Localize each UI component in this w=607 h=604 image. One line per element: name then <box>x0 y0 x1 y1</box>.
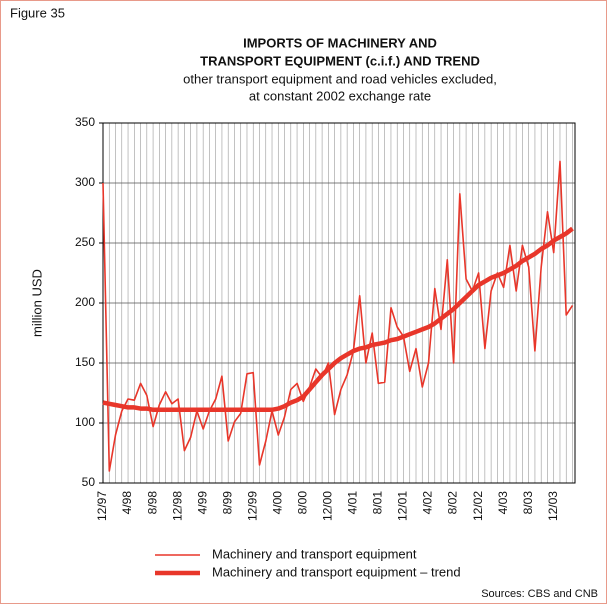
y-tick-label: 150 <box>75 355 95 369</box>
x-tick-label: 4/01 <box>346 491 360 515</box>
y-tick-label: 250 <box>75 235 95 249</box>
figure-label: Figure 35 <box>10 5 65 20</box>
x-tick-label: 8/02 <box>446 491 460 515</box>
chart-title: TRANSPORT EQUIPMENT (c.i.f.) AND TREND <box>200 53 480 68</box>
source: Sources: CBS and CNB <box>481 588 598 600</box>
x-tick-label: 4/98 <box>120 491 134 515</box>
x-tick-label: 4/03 <box>496 491 510 515</box>
x-tick-label: 12/97 <box>95 491 109 521</box>
x-tick-label: 4/02 <box>421 491 435 515</box>
y-tick-label: 200 <box>75 295 95 309</box>
y-tick-label: 350 <box>75 115 95 129</box>
x-tick-label: 12/98 <box>170 491 184 521</box>
legend-label: Machinery and transport equipment <box>212 546 417 561</box>
y-tick-label: 50 <box>82 475 96 489</box>
x-tick-label: 4/99 <box>195 491 209 515</box>
x-tick-label: 12/03 <box>546 491 560 521</box>
chart-subtitle: other transport equipment and road vehic… <box>183 71 497 86</box>
chart-title: IMPORTS OF MACHINERY AND <box>243 35 437 50</box>
series-line <box>102 226 574 413</box>
x-tick-label: 12/01 <box>396 491 410 521</box>
x-tick-label: 8/03 <box>521 491 535 515</box>
x-tick-label: 12/00 <box>321 491 335 521</box>
x-tick-label: 12/02 <box>471 491 485 521</box>
legend-label: Machinery and transport equipment – tren… <box>212 564 461 579</box>
y-tick-label: 300 <box>75 175 95 189</box>
plot-border <box>102 122 576 484</box>
chart-subtitle: at constant 2002 exchange rate <box>249 88 431 103</box>
x-tick-label: 12/99 <box>245 491 259 521</box>
x-tick-label: 8/01 <box>371 491 385 515</box>
x-tick-label: 8/99 <box>220 491 234 515</box>
y-axis-label: million USD <box>29 269 44 337</box>
x-tick-label: 8/98 <box>145 491 159 515</box>
series-line <box>102 160 574 472</box>
y-tick-label: 100 <box>75 415 95 429</box>
x-tick-label: 4/00 <box>270 491 284 515</box>
x-tick-label: 8/00 <box>295 491 309 515</box>
